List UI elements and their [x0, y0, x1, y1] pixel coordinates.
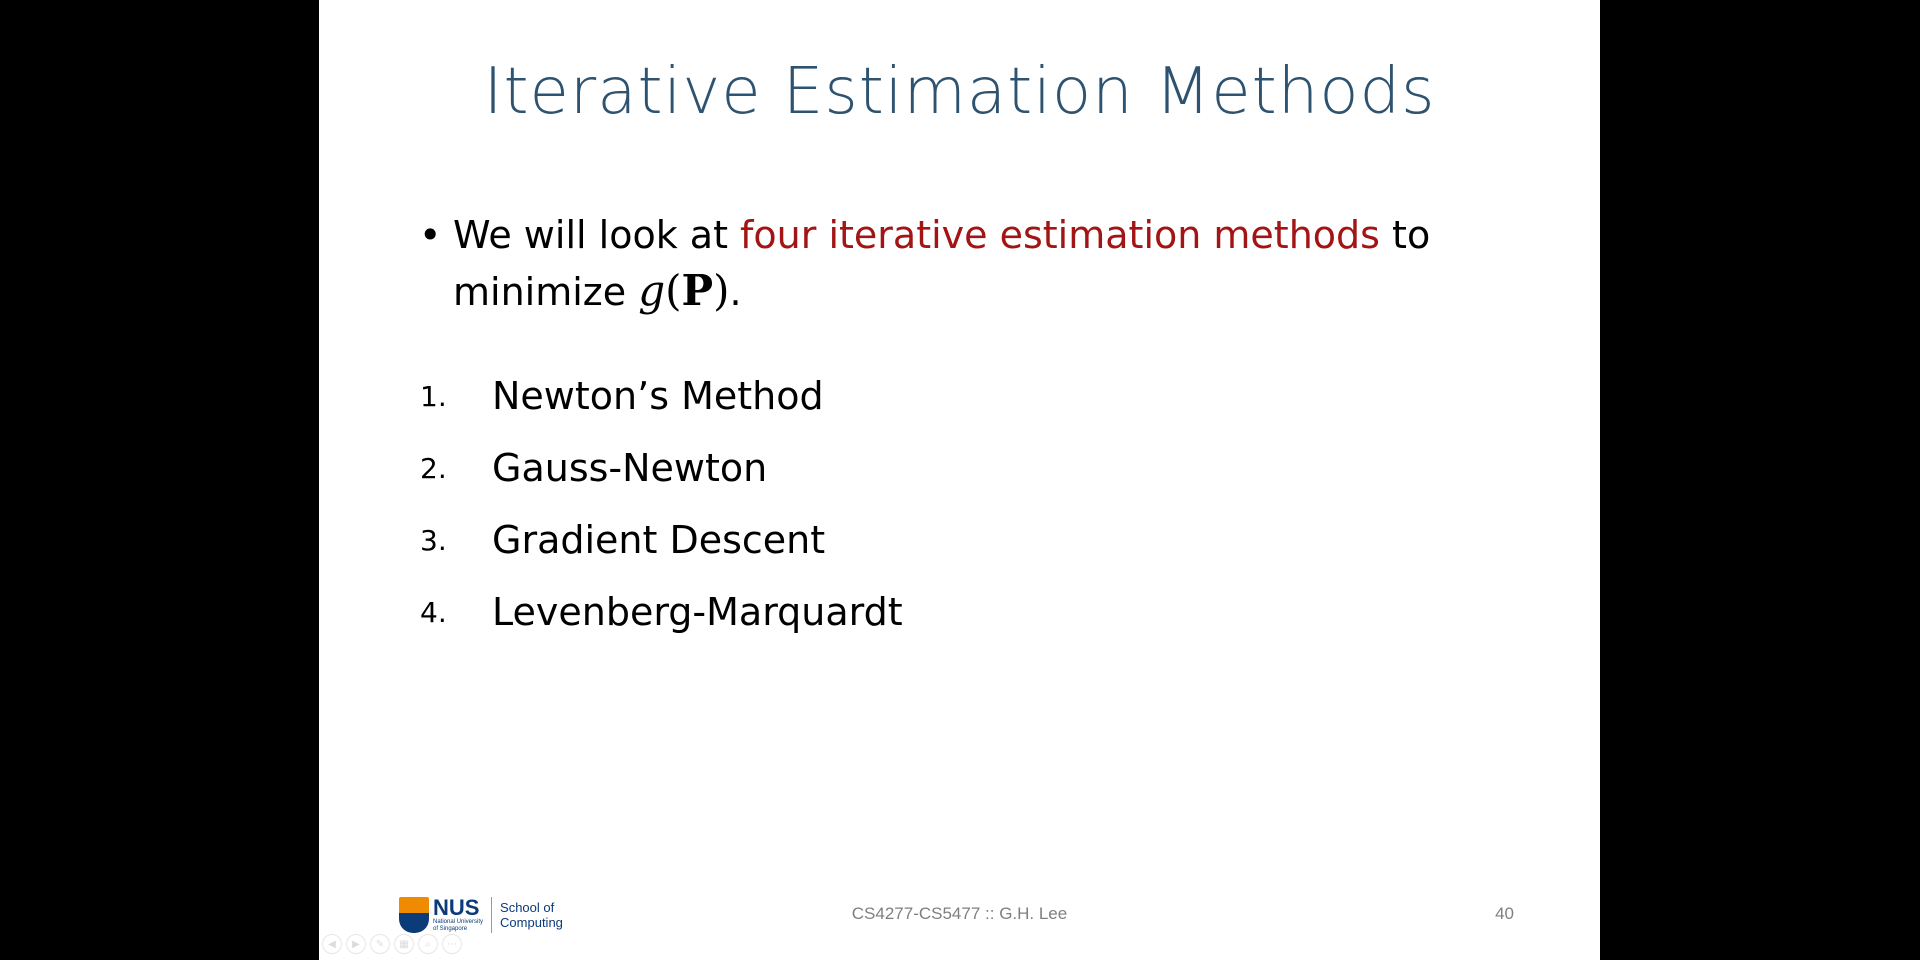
nus-soc-logo: NUS National University of Singapore Sch… [399, 893, 563, 937]
list-number: 2. [420, 451, 447, 485]
bullet-text-after: to minimize [453, 213, 1431, 314]
nus-crest-icon [399, 897, 429, 933]
slide-title: Iterative Estimation Methods [483, 55, 1436, 129]
method-gauss-newton: Gauss-Newton [492, 446, 768, 490]
school-line2: Computing [500, 915, 563, 930]
nus-name: NUS [433, 895, 480, 920]
school-line1: School of [500, 900, 555, 915]
nus-subtitle-line1: National University [433, 919, 484, 925]
list-number: 1. [420, 379, 447, 413]
method-levenberg-marquardt: Levenberg-Marquardt [492, 590, 903, 634]
methods-list: 1. Newton’s Method 2. Gauss-Newton 3. Gr… [420, 360, 903, 648]
method-gradient-descent: Gradient Descent [492, 518, 826, 562]
math-variable-p: P [681, 266, 714, 315]
list-item: 3. Gradient Descent [420, 504, 903, 576]
school-of-computing: School of Computing [500, 900, 563, 930]
list-item: 1. Newton’s Method [420, 360, 903, 432]
logo-divider [491, 897, 493, 933]
slide: Iterative Estimation Methods • We will l… [319, 0, 1600, 960]
bullet-text-before: We will look at [453, 213, 741, 257]
bullet-point: • We will look at four iterative estimat… [419, 207, 1519, 320]
slides-grid-icon[interactable]: ▦ [394, 934, 414, 954]
nus-wordmark: NUS National University of Singapore [433, 897, 483, 933]
math-paren-open: ( [665, 266, 682, 315]
previous-slide-icon[interactable]: ◀ [322, 934, 342, 954]
list-item: 4. Levenberg-Marquardt [420, 576, 903, 648]
bullet-highlight: four iterative estimation methods [740, 213, 1380, 257]
more-options-icon[interactable]: ⋯ [442, 934, 462, 954]
bullet-dot: • [419, 213, 442, 257]
math-expression: g(P) [638, 266, 729, 315]
method-newton: Newton’s Method [492, 374, 824, 418]
math-function-g: g [638, 266, 666, 315]
course-footer: CS4277-CS5477 :: G.H. Lee [851, 904, 1068, 923]
zoom-icon[interactable]: ⌕ [418, 934, 438, 954]
bullet-text: We will look at four iterative estimatio… [453, 207, 1519, 320]
list-item: 2. Gauss-Newton [420, 432, 903, 504]
list-number: 4. [420, 595, 447, 629]
list-number: 3. [420, 523, 447, 557]
pen-icon[interactable]: ✎ [370, 934, 390, 954]
next-slide-icon[interactable]: ▶ [346, 934, 366, 954]
math-paren-close: ) [713, 266, 730, 315]
bullet-text-end: . [729, 270, 742, 314]
nus-subtitle-line2: of Singapore [433, 926, 468, 932]
slideshow-toolbar: ◀ ▶ ✎ ▦ ⌕ ⋯ [322, 934, 462, 954]
page-number: 40 [1495, 904, 1514, 923]
